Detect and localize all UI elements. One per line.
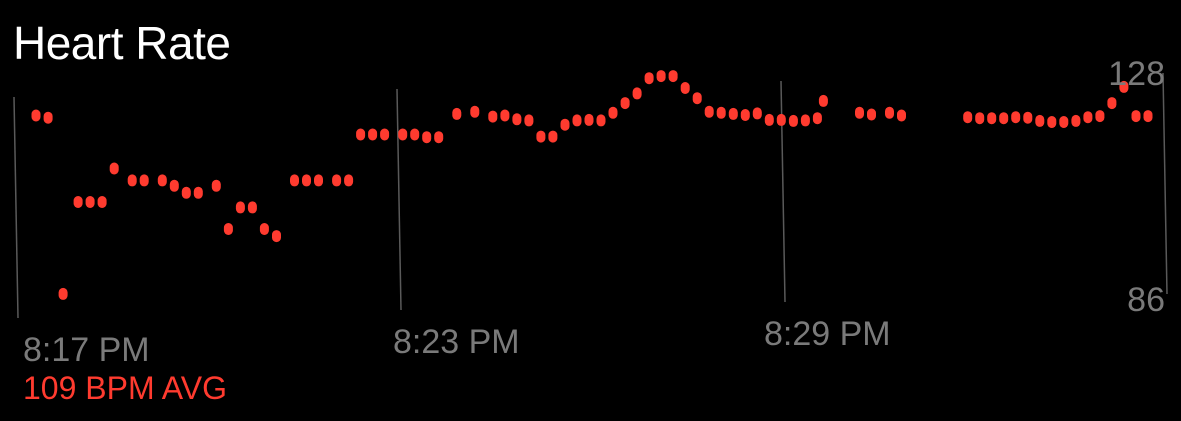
heart-rate-point xyxy=(999,112,1009,125)
page-title: Heart Rate xyxy=(13,17,231,69)
heart-rate-point xyxy=(548,130,558,143)
heart-rate-point xyxy=(380,128,390,141)
heart-rate-point xyxy=(368,128,378,141)
heart-rate-point xyxy=(109,162,119,175)
y-axis-min-label: 86 xyxy=(1127,281,1165,319)
heart-rate-point xyxy=(867,108,876,121)
heart-rate-point xyxy=(1023,111,1033,124)
heart-rate-point xyxy=(800,114,810,127)
heart-rate-point xyxy=(1059,116,1069,128)
heart-rate-point xyxy=(470,105,480,118)
heart-rate-point xyxy=(452,107,462,120)
heart-rate-point xyxy=(632,87,642,100)
heart-rate-point xyxy=(752,107,762,120)
heart-rate-point xyxy=(181,186,191,199)
heart-rate-point xyxy=(812,112,822,125)
heart-rate-point xyxy=(488,110,498,123)
heart-rate-point xyxy=(1083,111,1093,124)
heart-rate-point xyxy=(398,128,408,141)
heart-rate-point xyxy=(560,118,570,131)
heart-rate-point xyxy=(692,92,702,105)
heart-rate-point xyxy=(656,70,666,83)
heart-rate-point xyxy=(776,113,786,126)
heart-rate-point xyxy=(73,196,83,208)
heart-rate-point xyxy=(157,174,167,187)
heart-rate-point xyxy=(1119,80,1129,93)
heart-rate-point xyxy=(572,114,582,127)
heart-rate-point xyxy=(127,174,137,187)
heart-rate-point xyxy=(314,174,323,187)
heart-rate-point xyxy=(410,128,420,141)
heart-rate-point xyxy=(1107,97,1117,110)
heart-rate-point xyxy=(169,179,179,192)
heart-rate-point xyxy=(290,174,299,187)
heart-rate-point xyxy=(43,111,53,124)
heart-rate-point xyxy=(434,131,444,144)
heart-rate-point xyxy=(740,109,750,121)
x-tick-label: 8:23 PM xyxy=(393,323,520,361)
heart-rate-point xyxy=(764,113,774,126)
heart-rate-point xyxy=(422,131,432,144)
heart-rate-point xyxy=(620,97,630,110)
heart-rate-point xyxy=(596,114,606,127)
vertical-gridline xyxy=(13,96,19,319)
heart-rate-point xyxy=(1143,110,1153,123)
heart-rate-point xyxy=(716,106,726,119)
heart-rate-point xyxy=(332,174,342,187)
heart-rate-point xyxy=(644,72,654,85)
heart-rate-point xyxy=(885,106,894,119)
heart-rate-point xyxy=(680,82,690,94)
heart-rate-point xyxy=(524,114,534,127)
heart-rate-point xyxy=(302,174,311,187)
heart-rate-point xyxy=(975,112,985,125)
heart-rate-point xyxy=(855,106,864,119)
x-tick-label: 8:17 PM xyxy=(23,331,150,369)
heart-rate-point xyxy=(536,130,546,143)
heart-rate-point xyxy=(193,186,203,199)
average-bpm-label: 109 BPM AVG xyxy=(23,370,227,406)
heart-rate-point xyxy=(31,109,41,122)
heart-rate-point xyxy=(704,105,714,118)
y-axis-max-label: 128 xyxy=(1108,55,1165,93)
heart-rate-point xyxy=(512,113,522,126)
heart-rate-point xyxy=(356,128,366,141)
heart-rate-point xyxy=(259,223,269,235)
heart-rate-point xyxy=(211,179,221,192)
heart-rate-point xyxy=(223,223,233,235)
heart-rate-point xyxy=(897,109,906,122)
heart-rate-point xyxy=(235,201,245,214)
heart-rate-point xyxy=(818,94,828,107)
heart-rate-point xyxy=(1131,110,1141,123)
x-tick-label: 8:29 PM xyxy=(764,315,891,353)
heart-rate-point xyxy=(963,111,973,124)
heart-rate-point xyxy=(58,287,68,300)
heart-rate-point xyxy=(344,174,354,187)
heart-rate-point xyxy=(247,201,257,214)
heart-rate-point xyxy=(1047,116,1057,128)
heart-rate-point xyxy=(1035,114,1045,127)
vertical-gridline xyxy=(1162,72,1168,295)
heart-rate-point xyxy=(987,112,997,125)
heart-rate-point xyxy=(668,70,678,83)
heart-rate-point xyxy=(85,196,95,208)
heart-rate-point xyxy=(1095,110,1105,123)
heart-rate-point xyxy=(139,174,149,187)
heart-rate-point xyxy=(272,230,281,243)
heart-rate-point xyxy=(728,107,738,120)
vertical-gridline xyxy=(396,88,402,311)
heart-rate-point xyxy=(1011,111,1021,124)
heart-rate-point xyxy=(788,114,798,127)
heart-rate-point xyxy=(1071,114,1081,127)
heart-rate-point xyxy=(97,196,107,208)
heart-rate-point xyxy=(500,109,510,122)
heart-rate-point xyxy=(608,106,618,119)
heart-rate-point xyxy=(584,113,594,126)
